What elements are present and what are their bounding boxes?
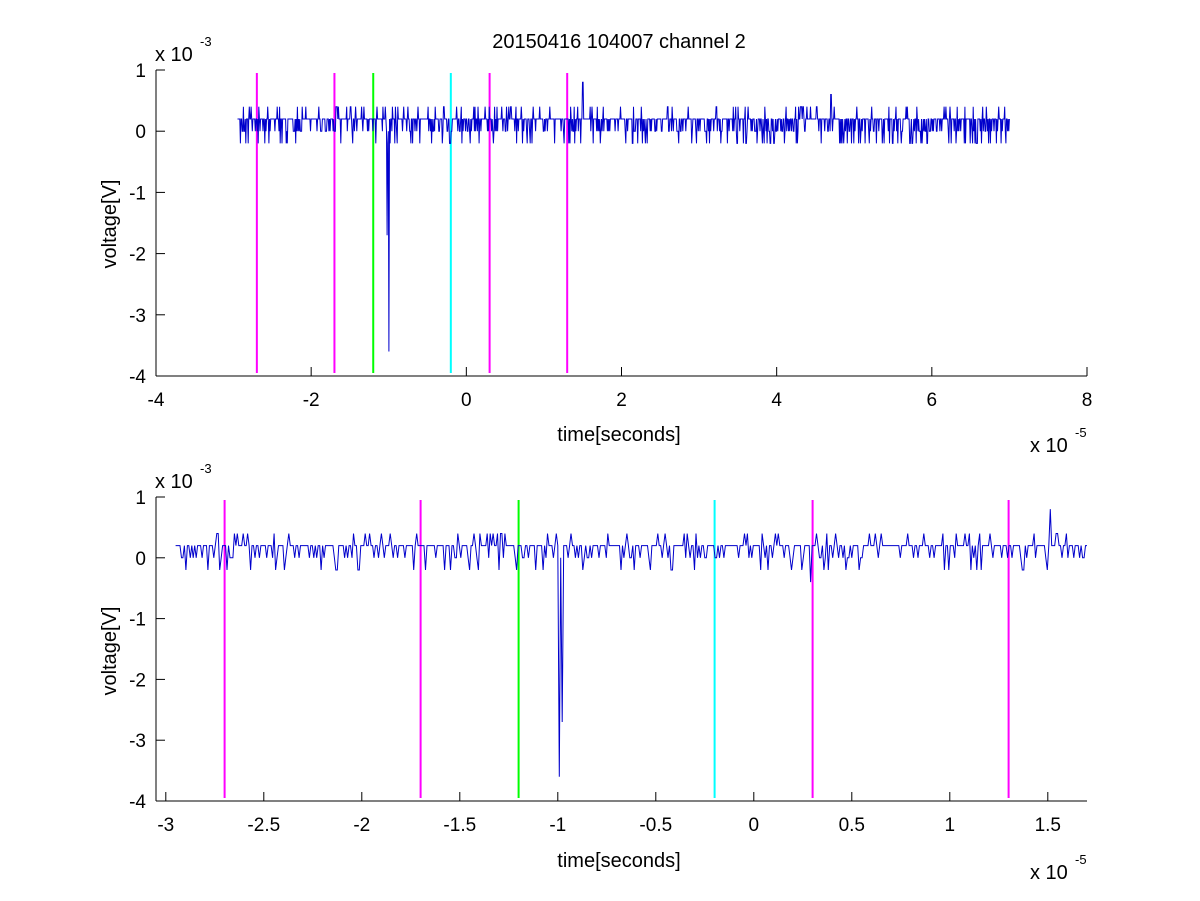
top-x-tick-label: 2	[616, 390, 627, 411]
subplot-top: 20150416 104007 channel 2 x 10 -3 -4 -2 0 2…	[99, 31, 1092, 457]
bottom-y-tick-label: -3	[129, 731, 146, 752]
bottom-y-tick-label: -1	[129, 610, 146, 631]
bottom-y-tick-label: -4	[129, 792, 146, 813]
bottom-plot-area: -3 -2.5 -2 -1.5 -1 -0.5 0 0.5 1 1.5 1 0 -1 -2 -3 -4	[129, 488, 1087, 836]
subplot-bottom: x 10 -3 -3 -2.5 -2 -1.5 -1 -0.5 0 0.5 1 1.5 1 0 -1 -2…	[99, 461, 1087, 884]
top-signal-trace	[237, 81, 1010, 352]
chart-title: 20150416 104007 channel 2	[492, 31, 746, 53]
bottom-x-tick-label: -0.5	[639, 815, 672, 836]
top-x-exponent: x 10 -5	[1030, 425, 1087, 457]
top-y-exponent-power: -3	[200, 34, 212, 49]
top-y-tick-label: -2	[129, 245, 146, 266]
bottom-x-tick-label: -3	[157, 815, 174, 836]
bottom-y-tick-label: 0	[135, 549, 146, 570]
top-plot-area: -4 -2 0 2 4 6 810-1-2-3-4	[129, 61, 1092, 411]
bottom-x-tick-label: 1.5	[1035, 815, 1061, 836]
top-y-tick-label: 0	[135, 122, 146, 143]
bottom-x-tick-label: -2.5	[247, 815, 280, 836]
top-x-exponent-power: -5	[1075, 425, 1087, 440]
top-x-axis-label: time[seconds]	[557, 424, 680, 446]
bottom-x-tick-label: -1	[549, 815, 566, 836]
top-x-tick-label: 6	[927, 390, 938, 411]
bottom-y-exponent-base: x 10	[155, 471, 193, 493]
bottom-x-tick-label: 1	[945, 815, 956, 836]
bottom-y-exponent-power: -3	[200, 461, 212, 476]
top-x-exponent-base: x 10	[1030, 435, 1068, 457]
top-y-tick-label: -3	[129, 306, 146, 327]
bottom-x-tick-label: 0.5	[839, 815, 865, 836]
top-y-tick-label: -1	[129, 183, 146, 204]
top-x-tick-label: 8	[1082, 390, 1093, 411]
bottom-x-tick-label: -1.5	[443, 815, 476, 836]
top-y-tick-label: -4	[129, 367, 146, 388]
bottom-signal-trace	[175, 509, 1087, 777]
top-x-tick-label: -4	[148, 390, 165, 411]
top-y-axis-label: voltage[V]	[99, 180, 121, 269]
top-y-tick-label: 1	[135, 61, 146, 82]
top-x-tick-label: 0	[461, 390, 472, 411]
bottom-x-tick-label: 0	[749, 815, 760, 836]
bottom-x-exponent-base: x 10	[1030, 862, 1068, 884]
bottom-x-exponent-power: -5	[1075, 852, 1087, 867]
bottom-y-exponent: x 10 -3	[155, 461, 212, 493]
top-y-exponent: x 10 -3	[155, 34, 212, 66]
top-x-tick-label: 4	[771, 390, 782, 411]
top-y-exponent-base: x 10	[155, 44, 193, 66]
bottom-x-tick-label: -2	[353, 815, 370, 836]
bottom-x-exponent: x 10 -5	[1030, 852, 1087, 884]
bottom-x-axis-label: time[seconds]	[557, 850, 680, 872]
bottom-y-axis-label: voltage[V]	[99, 607, 121, 696]
bottom-y-tick-label: -2	[129, 670, 146, 691]
bottom-y-tick-label: 1	[135, 488, 146, 509]
top-x-tick-label: -2	[303, 390, 320, 411]
